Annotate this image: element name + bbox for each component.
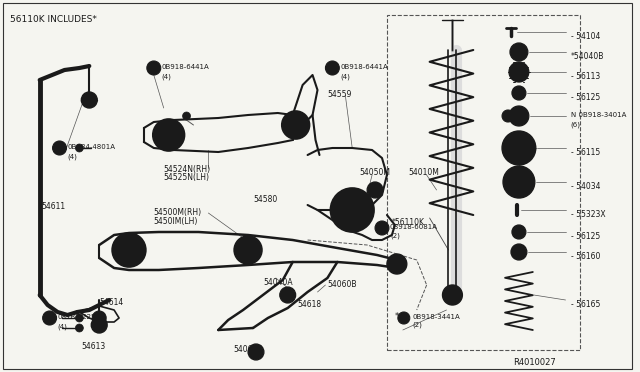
Circle shape [248, 344, 264, 360]
Circle shape [330, 188, 374, 232]
Text: R4010027: R4010027 [513, 358, 556, 367]
Circle shape [513, 66, 525, 78]
Text: 0B918-6081A: 0B918-6081A [390, 224, 438, 230]
Circle shape [164, 131, 173, 139]
Circle shape [325, 61, 339, 75]
Text: N: N [330, 65, 335, 71]
Text: N: N [151, 65, 156, 71]
Text: 54580: 54580 [253, 195, 277, 204]
Circle shape [76, 144, 83, 152]
Text: 54050M: 54050M [359, 168, 390, 177]
Text: (2): (2) [413, 322, 422, 328]
Circle shape [245, 247, 251, 253]
Text: 54613: 54613 [81, 342, 106, 351]
Text: 0B0B4-4801A: 0B0B4-4801A [67, 144, 115, 150]
Text: - 54034: - 54034 [570, 182, 600, 191]
Text: - 56165: - 56165 [570, 300, 600, 309]
Circle shape [375, 221, 389, 235]
Text: (4): (4) [340, 73, 350, 80]
Text: 54060B: 54060B [328, 280, 357, 289]
Circle shape [509, 106, 529, 126]
Circle shape [234, 236, 262, 264]
Circle shape [367, 182, 383, 198]
Circle shape [76, 324, 83, 332]
Text: (2): (2) [390, 232, 400, 238]
Circle shape [502, 110, 514, 122]
Circle shape [280, 287, 296, 303]
Text: - 56113: - 56113 [570, 72, 600, 81]
Circle shape [511, 244, 527, 260]
Circle shape [282, 111, 310, 139]
Bar [387, 15, 580, 350]
Text: *56110K: *56110K [392, 218, 425, 227]
Circle shape [515, 89, 523, 97]
Text: 54010M: 54010M [409, 168, 440, 177]
Text: *: * [395, 312, 399, 321]
Text: N: N [380, 225, 385, 231]
Text: N: N [506, 113, 511, 119]
Text: 54559: 54559 [328, 90, 352, 99]
Circle shape [515, 178, 523, 186]
Text: - 56115: - 56115 [570, 148, 600, 157]
Circle shape [512, 86, 526, 100]
Circle shape [81, 92, 97, 108]
Text: 56110K INCLUDES*: 56110K INCLUDES* [10, 15, 97, 24]
Circle shape [512, 225, 526, 239]
Circle shape [92, 317, 107, 333]
Text: - 55323X: - 55323X [570, 210, 605, 219]
Circle shape [514, 143, 524, 153]
Circle shape [182, 112, 191, 120]
Text: (6): (6) [570, 121, 580, 128]
Text: N: N [47, 315, 52, 321]
Circle shape [125, 246, 133, 254]
Text: *54040B: *54040B [570, 52, 604, 61]
Text: 54525N(LH): 54525N(LH) [164, 173, 210, 182]
Circle shape [515, 248, 523, 256]
Circle shape [398, 312, 410, 324]
Text: - 56125: - 56125 [570, 232, 600, 241]
Circle shape [510, 43, 528, 61]
Circle shape [153, 119, 184, 151]
Circle shape [112, 233, 146, 267]
Text: - 54104: - 54104 [570, 32, 600, 41]
Circle shape [292, 122, 299, 128]
Circle shape [502, 131, 536, 165]
Text: B: B [57, 145, 62, 151]
Circle shape [43, 311, 56, 325]
Circle shape [509, 62, 529, 82]
Text: 0B918-6441A: 0B918-6441A [162, 64, 209, 70]
Text: N 0B918-3401A: N 0B918-3401A [570, 112, 626, 118]
Circle shape [503, 166, 535, 198]
Circle shape [92, 311, 106, 325]
Circle shape [76, 314, 83, 322]
Text: (4): (4) [67, 153, 77, 160]
Text: 54614: 54614 [99, 298, 124, 307]
Circle shape [346, 204, 358, 216]
Text: 54611: 54611 [42, 202, 66, 211]
Circle shape [147, 61, 161, 75]
Circle shape [52, 141, 67, 155]
Text: 081B7-2251A: 081B7-2251A [58, 314, 105, 320]
Text: N: N [401, 315, 406, 321]
Circle shape [442, 285, 462, 305]
Circle shape [514, 47, 524, 57]
Text: - 56125: - 56125 [570, 93, 600, 102]
Text: 0B918-3441A: 0B918-3441A [413, 314, 461, 320]
Text: 0B918-6441A: 0B918-6441A [340, 64, 388, 70]
Circle shape [517, 70, 521, 74]
Text: (4): (4) [162, 73, 172, 80]
Text: 54040A: 54040A [263, 278, 292, 287]
Text: 54500M(RH): 54500M(RH) [154, 208, 202, 217]
Text: 54060B: 54060B [233, 345, 262, 354]
Text: 5450lM(LH): 5450lM(LH) [154, 217, 198, 226]
Circle shape [517, 50, 521, 54]
Text: (4): (4) [58, 323, 67, 330]
Text: 54618: 54618 [298, 300, 322, 309]
Text: - 56160: - 56160 [570, 252, 600, 261]
Text: 54524N(RH): 54524N(RH) [164, 165, 211, 174]
Circle shape [387, 254, 407, 274]
